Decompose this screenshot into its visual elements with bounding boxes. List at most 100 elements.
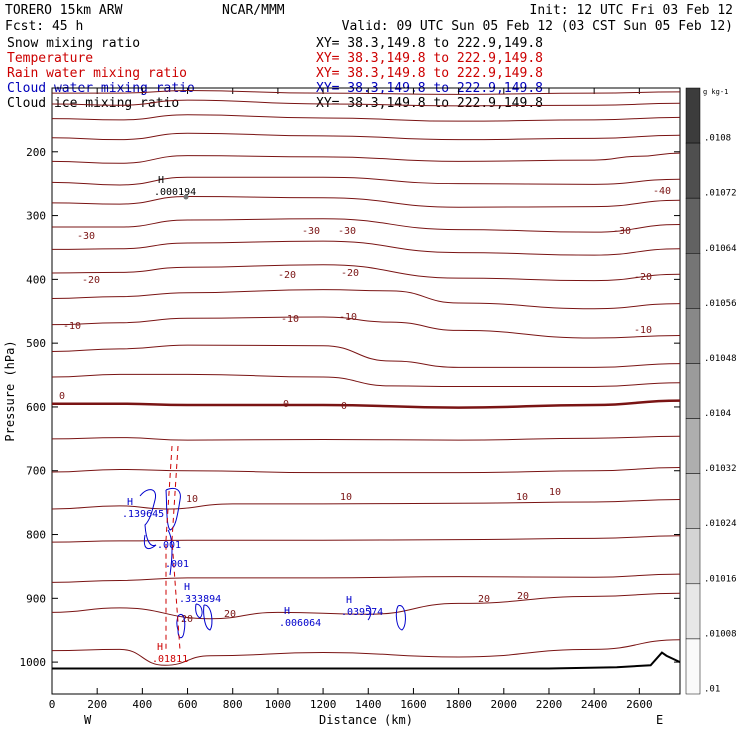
colorbar-tick-label: .01072 bbox=[704, 189, 737, 199]
axis-ticks: 0 200 400 600 800 1000 1200 1400 1600 1800 2000 220… bbox=[20, 88, 680, 711]
temperature-contour bbox=[51, 535, 681, 543]
colorbar-tick-label: .01056 bbox=[704, 299, 737, 309]
extremum-marker: H bbox=[346, 595, 352, 606]
colorbar-swatch bbox=[685, 528, 701, 585]
contour-label: -30 bbox=[77, 231, 95, 242]
rain-water-contour bbox=[165, 445, 173, 650]
temperature-contour bbox=[51, 498, 681, 510]
cloud-water-contour bbox=[176, 614, 186, 639]
snow-max-dot bbox=[183, 194, 189, 200]
y-tick-label: 200 bbox=[26, 146, 46, 159]
extremum-value: .001 bbox=[165, 559, 189, 570]
rain-water-contour bbox=[171, 445, 181, 651]
contour-label: -40 bbox=[653, 186, 671, 197]
temperature-contour bbox=[51, 467, 681, 474]
temperature-contour bbox=[52, 218, 681, 233]
x-tick-label: 0 bbox=[49, 698, 56, 711]
colorbar-tick-label: .01 bbox=[704, 684, 720, 694]
temperature-contour bbox=[51, 176, 681, 186]
center-label: NCAR/MMM bbox=[222, 3, 285, 18]
contour-label: 10 bbox=[186, 494, 198, 505]
cloud-water-contour bbox=[195, 603, 203, 619]
contour-label: -10 bbox=[281, 314, 299, 325]
colorbar-tick-label: .0108 bbox=[704, 134, 731, 144]
temperature-contour bbox=[51, 114, 681, 122]
legend-field-name: Rain water mixing ratio bbox=[7, 66, 187, 81]
colorbar-tick-label: .01048 bbox=[704, 354, 737, 364]
legend-xy-range: XY= 38.3,149.8 to 222.9,149.8 bbox=[316, 51, 543, 66]
legend-xy-range: XY= 38.3,149.8 to 222.9,149.8 bbox=[316, 96, 543, 111]
contour-label: 0 bbox=[59, 391, 65, 402]
legend-field-name: Temperature bbox=[7, 51, 93, 66]
legend-field-name: Cloud ice mixing ratio bbox=[7, 96, 179, 111]
cloud-water-contour bbox=[167, 529, 173, 576]
extremum-value: .01811 bbox=[152, 654, 188, 665]
x-tick-label: 1200 bbox=[310, 698, 337, 711]
y-tick-label: 600 bbox=[26, 401, 46, 414]
contour-label: 20 bbox=[224, 609, 236, 620]
extremum-marker: H bbox=[127, 497, 133, 508]
x-tick-label: 1000 bbox=[265, 698, 292, 711]
legend-field-name: Snow mixing ratio bbox=[7, 36, 140, 51]
colorbar-swatch bbox=[685, 308, 701, 364]
temperature-contour bbox=[51, 573, 681, 583]
extremum-value: .139645 bbox=[122, 509, 164, 520]
model-title: TORERO 15km ARW bbox=[5, 3, 123, 18]
colorbar-tick-label: .01064 bbox=[704, 244, 737, 254]
valid-time: Valid: 09 UTC Sun 05 Feb 12 (03 CST Sun … bbox=[342, 19, 733, 34]
forecast-hour: Fcst: 45 h bbox=[5, 19, 83, 34]
extrema-marks: H.000194H.139645.001.001H.333894H.006064… bbox=[122, 175, 383, 665]
colorbar-swatch bbox=[685, 253, 701, 309]
cloud-water-contour bbox=[139, 489, 157, 550]
contour-label: -20 bbox=[341, 268, 359, 279]
temperature-contour bbox=[51, 316, 681, 339]
cloud-water-contours bbox=[139, 487, 406, 639]
colorbar-swatch bbox=[685, 418, 701, 474]
temperature-contour bbox=[51, 132, 681, 141]
contour-label: -10 bbox=[634, 325, 652, 336]
temperature-contour bbox=[51, 344, 681, 368]
cloud-water-contour bbox=[203, 604, 213, 631]
x-tick-label: 400 bbox=[132, 698, 152, 711]
contour-label: -10 bbox=[339, 312, 357, 323]
x-tick-label: 1400 bbox=[355, 698, 382, 711]
colorbar-swatch bbox=[685, 473, 701, 529]
contour-label: -30 bbox=[613, 226, 631, 237]
y-tick-label: 500 bbox=[26, 337, 46, 350]
temperature-contour bbox=[51, 639, 681, 666]
contour-label: -10 bbox=[63, 321, 81, 332]
x-tick-label: 2400 bbox=[581, 698, 608, 711]
temperature-contour bbox=[51, 195, 681, 208]
temperature-contour bbox=[51, 592, 681, 620]
contour-label: -30 bbox=[338, 226, 356, 237]
temperature-contour bbox=[51, 289, 681, 310]
legend-xy-range: XY= 38.3,149.8 to 222.9,149.8 bbox=[316, 66, 543, 81]
y-tick-label: 1000 bbox=[20, 656, 47, 669]
contour-label: -30 bbox=[302, 226, 320, 237]
contour-label: -20 bbox=[82, 275, 100, 286]
contour-label: 10 bbox=[549, 487, 561, 498]
colorbar-tick-label: .0104 bbox=[704, 409, 731, 419]
temperature-contour bbox=[51, 240, 681, 256]
contour-label: 20 bbox=[478, 594, 490, 605]
x-axis-label: Distance (km) bbox=[319, 713, 413, 727]
x-tick-label: 2200 bbox=[536, 698, 563, 711]
colorbar-swatch bbox=[685, 638, 701, 695]
plot-frame bbox=[51, 87, 681, 695]
init-time: Init: 12 UTC Fri 03 Feb 12 bbox=[530, 3, 734, 18]
extremum-marker: H bbox=[284, 606, 290, 617]
y-tick-label: 700 bbox=[26, 465, 46, 478]
x-tick-label: 200 bbox=[87, 698, 107, 711]
cloud-water-contour bbox=[365, 605, 372, 621]
colorbar-swatch bbox=[685, 87, 701, 144]
colorbar-swatch bbox=[685, 363, 701, 419]
x-tick-label: 1600 bbox=[400, 698, 427, 711]
y-axis-label: Pressure (hPa) bbox=[3, 340, 17, 441]
legend-xy-range: XY= 38.3,149.8 to 222.9,149.8 bbox=[316, 36, 543, 51]
extremum-marker: H bbox=[184, 582, 190, 593]
x-tick-label: 800 bbox=[223, 698, 243, 711]
contour-label: -20 bbox=[278, 270, 296, 281]
colorbar-tick-label: .01016 bbox=[704, 574, 737, 584]
west-label: W bbox=[84, 713, 92, 727]
